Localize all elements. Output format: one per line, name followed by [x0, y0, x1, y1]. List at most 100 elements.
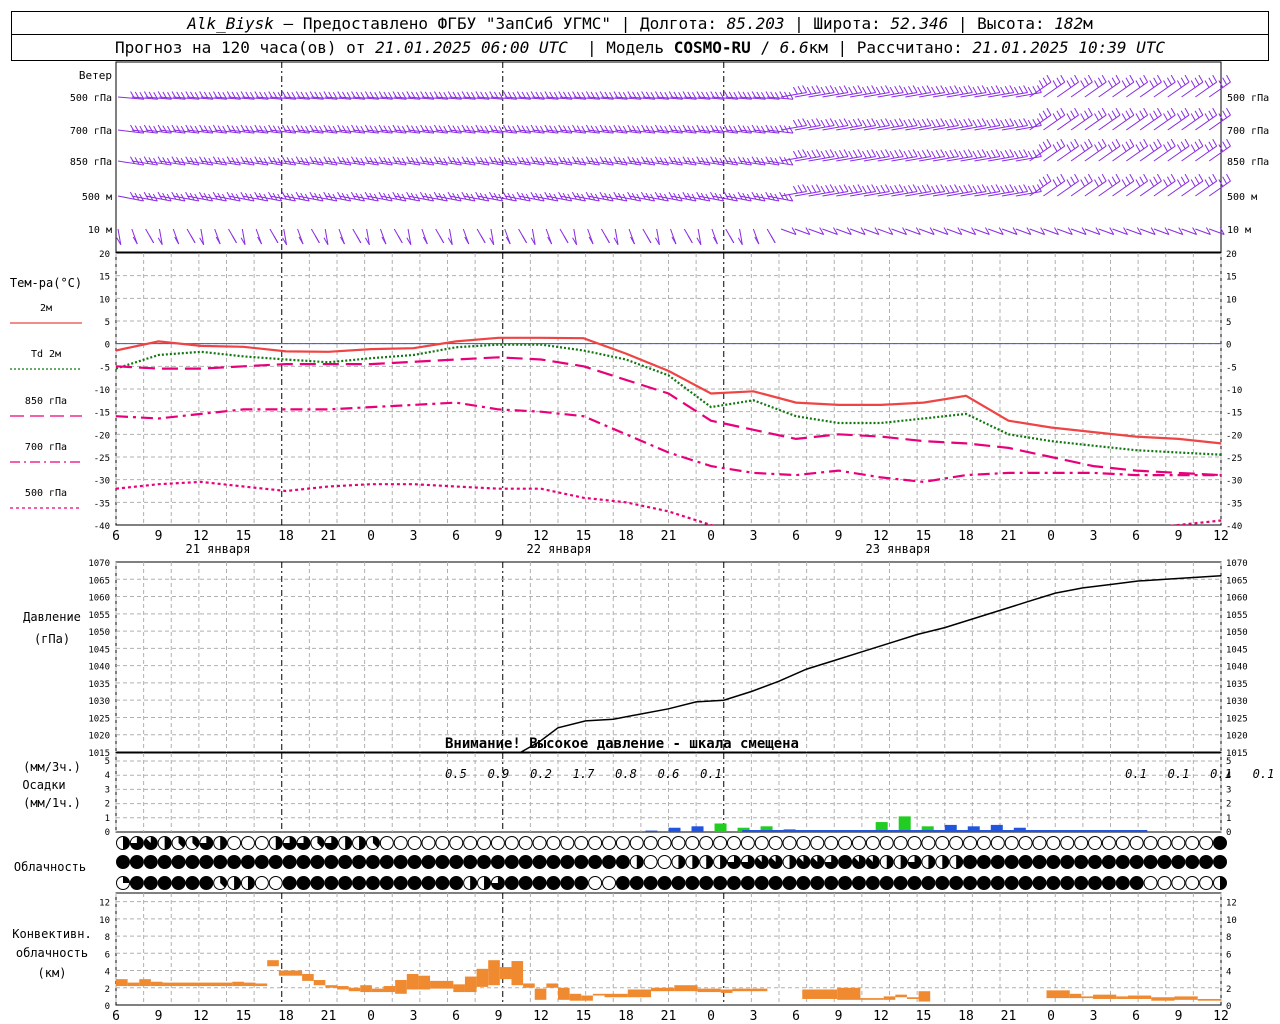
time-tick-label: 3 [410, 1009, 418, 1024]
alt-value: 182 [1054, 13, 1084, 33]
cloud-symbol [588, 836, 603, 850]
time-tick-label: 0 [367, 529, 375, 544]
wind-barb [1167, 228, 1183, 235]
conv-bar [592, 993, 605, 996]
time-tick-label: 12 [193, 529, 209, 544]
cloud-symbol [560, 836, 575, 850]
time-tick-label: 3 [410, 529, 418, 544]
temp-tick-label: 0 [105, 341, 110, 351]
lon-value: 85.203 [726, 13, 785, 33]
conv-bar [464, 976, 477, 993]
conv-bar [534, 988, 547, 1000]
temp-tick-label-right: -30 [1226, 477, 1242, 487]
legend-entry: 700 гПа [25, 442, 67, 453]
wind-barb [670, 160, 697, 166]
wind-barb [449, 195, 476, 202]
cloud-symbol [546, 836, 561, 850]
wind-barbs [116, 74, 1231, 246]
conv-bar [150, 981, 163, 987]
cloud-symbol [935, 836, 950, 850]
wind-barb [711, 96, 738, 100]
wind-barb [601, 129, 628, 134]
cloud-symbol [824, 836, 839, 850]
conv-bar [523, 983, 535, 988]
wind-barb [269, 195, 296, 202]
wind-barb [587, 129, 614, 134]
cloud-symbol [574, 836, 589, 850]
wind-barb [366, 129, 393, 134]
legend-entry: 850 гПа [25, 396, 67, 407]
wind-barb [311, 96, 338, 100]
wind-barb [905, 124, 932, 131]
precip-bar-rain [760, 826, 773, 832]
cloud-symbol [379, 836, 394, 850]
time-tick-label: 18 [278, 529, 294, 544]
conv-axis-label-3: (км) [38, 966, 67, 980]
wind-barb [200, 228, 205, 245]
wind-barb [836, 228, 852, 235]
wind-barb [919, 124, 945, 131]
time-tick-label: 21 [1001, 529, 1017, 544]
conv-tick-label-right: 0 [1226, 1002, 1231, 1012]
wind-barb [587, 96, 614, 100]
cloud-symbol [1046, 836, 1061, 850]
pressure-tick-label-right: 1050 [1226, 628, 1248, 638]
wind-barb [145, 129, 172, 134]
conv-tick-label: 6 [105, 950, 110, 960]
wind-barb [145, 195, 172, 202]
cloud-symbol [268, 876, 283, 890]
pressure-tick-label: 1045 [88, 645, 110, 655]
time-tick-label: 9 [835, 529, 843, 544]
wind-barb [974, 228, 990, 235]
cloud-symbol [463, 836, 478, 850]
conv-bar [278, 970, 303, 976]
precip-total: 0.1 [1253, 767, 1275, 781]
wind-barb [269, 160, 296, 166]
time-tick-label: 21 [1001, 1009, 1017, 1024]
wind-barb [1001, 124, 1028, 131]
wind-barb [905, 155, 932, 162]
wind-barb [242, 160, 269, 166]
temp-tick-label-right: 20 [1226, 250, 1237, 260]
wind-barb [573, 160, 600, 166]
time-tick-label: 12 [873, 529, 889, 544]
cloud-symbol [1157, 876, 1172, 890]
pressure-line [520, 575, 1222, 753]
wind-barb [532, 195, 558, 202]
model-name: COSMO-RU [673, 38, 751, 57]
wind-barb [849, 124, 876, 131]
conv-bar [360, 985, 372, 993]
cloud-symbol [838, 836, 853, 850]
conv-bar [1046, 990, 1070, 999]
wind-barb [1029, 228, 1045, 235]
wind-barb [352, 96, 379, 100]
wind-barb [891, 91, 918, 98]
temp-tick-label: -5 [99, 363, 110, 373]
time-tick-label: 6 [452, 529, 460, 544]
wind-barb [158, 228, 163, 245]
wind-barb [753, 160, 780, 166]
wind-barb [1001, 190, 1028, 197]
cloud-symbols [116, 836, 1227, 890]
wind-barb [228, 160, 255, 166]
wind-barb [394, 129, 421, 134]
conv-bar [883, 996, 896, 1000]
cloud-symbol [963, 836, 978, 850]
wind-barb [435, 160, 462, 166]
conv-bar [651, 987, 675, 992]
wind-barb [932, 91, 959, 98]
wind-barb [1057, 228, 1073, 235]
time-tick-label: 18 [278, 1009, 294, 1024]
time-tick-label: 12 [533, 1009, 549, 1024]
wind-barb [532, 129, 559, 134]
wind-barb [407, 160, 434, 166]
cloud-symbol [504, 836, 519, 850]
wind-barb [131, 129, 158, 134]
wind-barb [698, 195, 724, 202]
wind-barb [435, 195, 462, 202]
wind-barb [241, 228, 246, 245]
conv-bar [371, 988, 384, 993]
model-label: Модель [606, 38, 665, 57]
cloud-symbol [629, 836, 644, 850]
conv-bar [918, 991, 931, 1002]
